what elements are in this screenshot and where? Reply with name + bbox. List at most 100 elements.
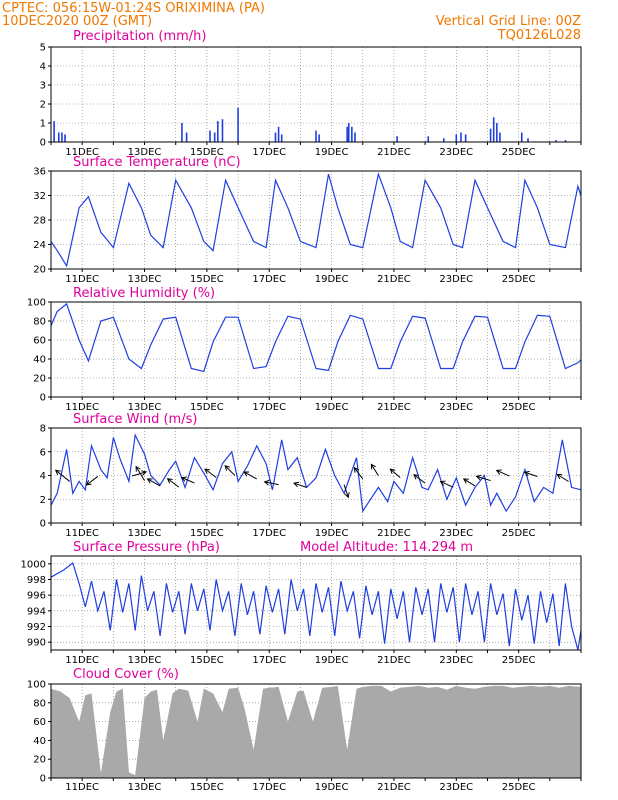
wind-arrowhead: [353, 466, 360, 473]
wind-vector: [224, 465, 236, 476]
x-tick-label: 11DEC: [65, 274, 99, 285]
y-tick-label: 1000: [21, 559, 46, 570]
x-tick-label: 23DEC: [439, 147, 473, 158]
precip-bar: [499, 132, 501, 142]
x-tick-label: 19DEC: [315, 274, 349, 285]
x-tick-label: 21DEC: [377, 655, 411, 666]
precip-bar: [351, 126, 353, 142]
wind-vector: [343, 484, 349, 498]
wind-arrowhead: [85, 480, 92, 486]
precip-bar: [318, 134, 320, 142]
y-tick-label: 24: [33, 240, 46, 251]
precip-bar: [427, 136, 430, 142]
panel-cloud: 0 20 40 60 80 100 11DEC 13DEC 15DEC 17DEC 19DEC 21D…: [27, 667, 582, 793]
precip-bar: [489, 128, 492, 142]
wind-vector: [181, 477, 195, 484]
precip-bar: [354, 132, 356, 142]
y-tick-label: 20: [33, 265, 46, 276]
precip-bar: [315, 130, 317, 142]
wind-arrowhead: [224, 465, 231, 471]
precip-bar: [280, 134, 283, 142]
y-tick-label: 990: [27, 638, 46, 649]
x-tick-label: 15DEC: [190, 147, 224, 158]
x-tick-label: 21DEC: [377, 402, 411, 413]
x-tick-label: 21DEC: [377, 147, 411, 158]
x-tick-label: 11DEC: [65, 782, 99, 793]
panel-title: Relative Humidity (%): [73, 286, 215, 301]
x-tick-label: 25DEC: [502, 528, 536, 539]
x-tick-label: 15DEC: [190, 528, 224, 539]
code-label: TQ0126L028: [497, 28, 581, 43]
precip-bar: [53, 121, 55, 142]
wind-vector: [390, 468, 401, 478]
wind-arrowhead: [495, 469, 502, 475]
wind-vector: [204, 468, 217, 478]
wind-arrowhead: [141, 470, 148, 476]
wind-vector: [131, 471, 147, 477]
x-tick-label: 17DEC: [252, 655, 286, 666]
precip-bar: [496, 123, 498, 142]
x-tick-label: 25DEC: [502, 782, 536, 793]
y-tick-label: 20: [33, 755, 46, 766]
panel-title: Surface Pressure (hPa): [73, 540, 220, 555]
wind-arrowhead: [166, 478, 173, 484]
run-label: 10DEC2020 00Z (GMT): [2, 14, 152, 29]
wind-arrowhead: [556, 473, 563, 480]
y-tick-label: 994: [27, 606, 46, 617]
wind-vector: [440, 481, 454, 488]
panel-subtitle: Model Altitude: 114.294 m: [300, 540, 473, 555]
y-tick-label: 100: [27, 298, 46, 309]
precip-bar: [181, 123, 183, 142]
precip-bar: [527, 138, 529, 142]
wind-arrowhead: [204, 468, 211, 474]
y-tick-label: 20: [33, 374, 46, 385]
precip-bar: [274, 132, 277, 142]
x-tick-label: 21DEC: [377, 782, 411, 793]
x-tick-label: 13DEC: [128, 402, 162, 413]
x-tick-label: 17DEC: [252, 528, 286, 539]
wind-vector: [147, 478, 161, 487]
wind-arrowhead: [293, 481, 300, 488]
x-tick-label: 13DEC: [128, 782, 162, 793]
x-tick-label: 15DEC: [190, 782, 224, 793]
precip-bar: [237, 107, 239, 142]
panel-title: Surface Wind (m/s): [73, 412, 197, 427]
precip-bar: [213, 132, 216, 142]
y-tick-label: 996: [27, 591, 46, 602]
y-tick-label: 3: [40, 81, 46, 92]
plot-frame: [50, 555, 582, 651]
x-tick-label: 25DEC: [502, 147, 536, 158]
y-tick-label: 0: [40, 393, 46, 404]
x-tick-label: 13DEC: [128, 147, 162, 158]
wind-arrowhead: [389, 468, 396, 475]
pres-series-line: [50, 562, 582, 651]
x-tick-label: 13DEC: [128, 655, 162, 666]
panel-temp: 20 24 28 32 36 11DEC 13DEC 15DEC 17DEC 19DEC 21DEC…: [33, 155, 582, 285]
x-tick-label: 11DEC: [65, 402, 99, 413]
y-tick-label: 2: [40, 495, 46, 506]
y-tick-label: 80: [33, 698, 46, 709]
y-tick-label: 6: [40, 447, 46, 458]
x-tick-label: 15DEC: [190, 274, 224, 285]
y-tick-label: 36: [33, 167, 46, 178]
precip-bar: [61, 132, 63, 142]
x-tick-label: 17DEC: [252, 274, 286, 285]
wind-vector: [496, 469, 510, 477]
wind-vector: [167, 478, 180, 488]
y-tick-label: 32: [33, 191, 46, 202]
x-tick-label: 19DEC: [315, 147, 349, 158]
y-tick-label: 1: [40, 119, 46, 130]
x-tick-label: 17DEC: [252, 402, 286, 413]
x-tick-label: 19DEC: [315, 528, 349, 539]
x-tick-label: 11DEC: [65, 147, 99, 158]
y-tick-label: 992: [27, 622, 46, 633]
precip-bar: [555, 140, 557, 142]
wind-arrowhead: [413, 474, 419, 480]
y-tick-label: 40: [33, 736, 46, 747]
panel-title: Precipitation (mm/h): [73, 29, 206, 44]
plot-frame: [50, 46, 582, 143]
x-tick-label: 23DEC: [439, 782, 473, 793]
wind-series-line: [50, 433, 582, 513]
rh-series-line: [50, 302, 582, 373]
